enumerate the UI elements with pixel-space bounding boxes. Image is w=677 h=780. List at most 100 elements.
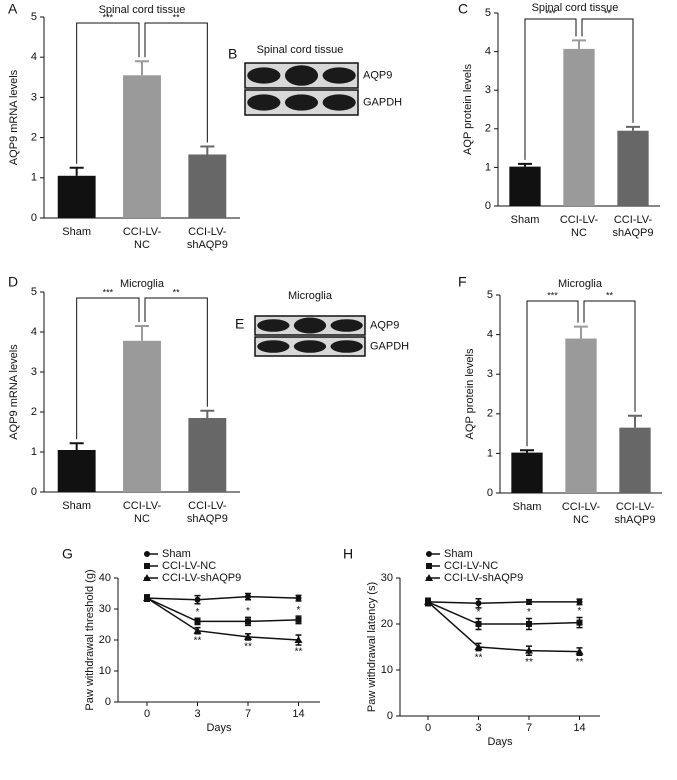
chart-title: Microglia — [558, 278, 603, 290]
legend-label: CCI-LV-NC — [444, 560, 498, 572]
bar — [188, 154, 227, 218]
point-label: * — [477, 607, 481, 618]
marker — [245, 618, 251, 625]
significance-label: *** — [103, 12, 114, 22]
y-tick-label: 3 — [487, 368, 493, 380]
x-tick-label: 7 — [526, 722, 532, 734]
x-tick-label: CCI-LV- NC — [559, 214, 599, 239]
legend-marker — [144, 551, 150, 557]
marker — [575, 647, 584, 655]
point-label: ** — [194, 635, 202, 646]
series-line — [427, 601, 580, 653]
x-tick-label: CCI-LV- shAQP9 — [186, 226, 228, 251]
error-bar — [200, 409, 215, 418]
marker — [424, 597, 432, 605]
error-bar — [628, 414, 642, 428]
point-label: ** — [475, 652, 483, 663]
bar — [188, 418, 227, 492]
significance-label: ** — [173, 12, 181, 22]
significance-bracket — [76, 22, 140, 164]
legend-marker — [426, 563, 432, 569]
y-tick-label: 40 — [99, 572, 111, 584]
x-tick-label: CCI-LV- shAQP9 — [186, 500, 228, 525]
bar — [617, 130, 649, 206]
marker — [194, 596, 201, 603]
point-label: * — [527, 607, 531, 618]
blot-band — [284, 65, 319, 86]
y-tick-label: 0 — [31, 486, 37, 498]
x-tick-label: 7 — [245, 708, 251, 720]
blot-band — [257, 340, 290, 353]
significance-bracket — [144, 22, 208, 143]
legend-label: Sham — [444, 548, 473, 560]
y-tick-label: 5 — [485, 7, 491, 19]
y-tick-label: 1 — [487, 447, 493, 459]
x-tick-label: 0 — [425, 722, 431, 734]
legend-label: CCI-LV-shAQP9 — [162, 572, 241, 584]
error-bar — [135, 325, 149, 341]
x-axis-label: Days — [487, 736, 513, 748]
significance-bracket — [583, 300, 636, 412]
point-label: * — [246, 606, 250, 617]
legend-marker — [143, 574, 151, 581]
y-axis-label: AQP protein levels — [462, 64, 474, 155]
blot-band — [330, 319, 363, 332]
panel-label: C — [458, 1, 468, 17]
y-axis-label: Paw withdrawal latency (s) — [366, 582, 378, 712]
panel-label: D — [8, 274, 18, 290]
series-line — [146, 597, 299, 623]
point-label: ** — [525, 657, 533, 668]
blot-row-label: AQP9 — [363, 69, 392, 81]
error-bar — [518, 162, 532, 167]
x-tick-label: 3 — [194, 708, 200, 720]
error-bar — [69, 166, 84, 176]
x-tick-label: 3 — [475, 722, 481, 734]
significance-label: ** — [606, 290, 614, 300]
blot-band — [284, 94, 319, 111]
blot-row-label: GAPDH — [370, 340, 409, 352]
bar — [57, 450, 96, 492]
panel-label: A — [8, 1, 18, 17]
y-tick-label: 4 — [487, 329, 493, 341]
blot-row-label: AQP9 — [370, 319, 399, 331]
significance-bracket — [76, 297, 140, 440]
marker — [194, 618, 201, 625]
y-tick-label: 0 — [485, 200, 491, 212]
y-tick-label: 3 — [485, 84, 491, 96]
bar — [619, 427, 651, 493]
chart-title: Spinal cord tissue — [99, 4, 186, 16]
bar — [123, 340, 161, 492]
significance-label: *** — [545, 8, 556, 18]
bar — [511, 452, 543, 493]
marker — [475, 621, 482, 627]
marker — [143, 594, 151, 602]
significance-label: *** — [103, 287, 114, 297]
y-tick-label: 2 — [485, 123, 491, 135]
blot-band — [247, 94, 281, 111]
y-axis-label: AQP9 mRNA levels — [8, 69, 20, 165]
y-tick-label: 5 — [31, 286, 37, 298]
series-line — [427, 601, 580, 625]
x-tick-label: Sham — [62, 500, 92, 512]
marker — [295, 616, 302, 623]
y-tick-label: 30 — [99, 603, 111, 615]
y-tick-label: 1 — [485, 161, 491, 173]
panel-label: E — [235, 316, 244, 332]
legend-label: CCI-LV-shAQP9 — [444, 572, 523, 584]
x-tick-label: Sham — [510, 214, 540, 226]
x-tick-label: Sham — [62, 226, 92, 238]
y-tick-label: 2 — [31, 406, 37, 418]
y-tick-label: 4 — [485, 46, 491, 58]
bar — [57, 175, 96, 218]
y-tick-label: 3 — [31, 366, 37, 378]
y-tick-label: 0 — [105, 696, 111, 708]
marker — [526, 621, 532, 627]
y-tick-label: 0 — [31, 212, 37, 224]
marker — [294, 636, 303, 643]
point-label: * — [196, 607, 200, 618]
blot-band — [247, 67, 281, 84]
marker — [526, 598, 532, 605]
y-tick-label: 5 — [487, 289, 493, 301]
y-axis-label: AQP9 mRNA levels — [8, 344, 20, 440]
blot-band — [293, 317, 327, 334]
